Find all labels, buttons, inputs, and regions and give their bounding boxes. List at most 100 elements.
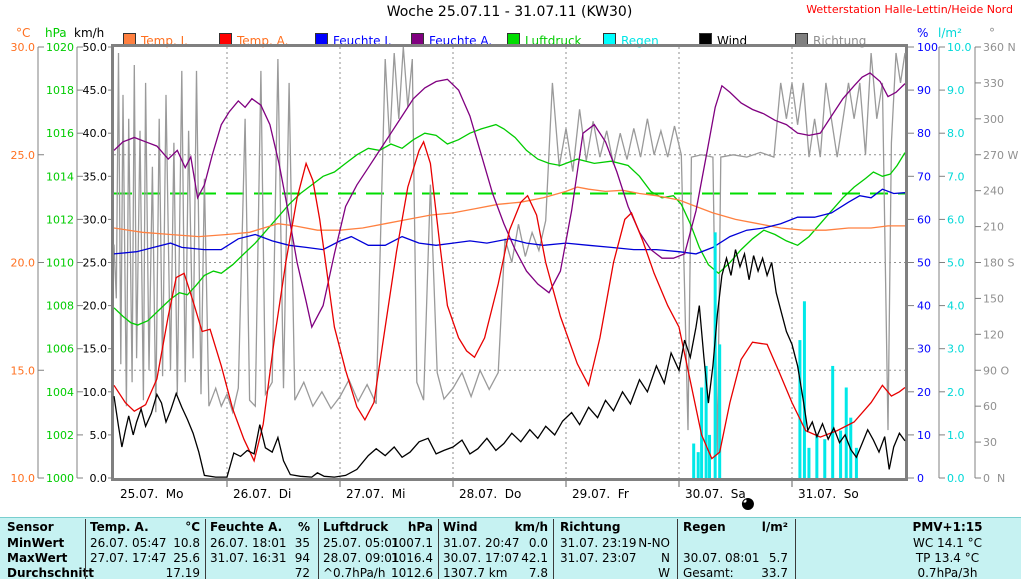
tick-label-kmh: 30.0 <box>83 213 108 226</box>
col-unit: km/h <box>514 520 548 534</box>
moon-phase-icon <box>741 498 754 510</box>
avg-note: ^0.7hPa/h <box>323 566 386 579</box>
avg-value: W <box>658 566 670 579</box>
day-label: 28.07. Do <box>459 487 521 501</box>
tick-label-lm2: 2.0 <box>947 386 965 399</box>
max-value: 25.6 <box>173 551 200 565</box>
weekly-weather-chart: 30.025.020.015.010.010201018101610141012… <box>11 41 1018 510</box>
min-time: 25.07. 05:01 <box>323 536 400 550</box>
max-value: 42.1 <box>521 551 548 565</box>
axis-hpa: 1020 1018 1016 1014 1012 1010 1008 1006 1004 1002… <box>46 41 83 485</box>
tick-label-lm2: 8.0 <box>947 127 965 140</box>
tick-label-lm2: 6.0 <box>947 213 965 226</box>
table-col-richtung: Richtung 31.07. 23:19 N-NO 31.07. 23:07 N … <box>560 518 670 579</box>
table-row-label: Durchschnitt <box>7 566 95 579</box>
tick-label-hpa: 1016 <box>46 127 74 140</box>
day-label: 30.07. Sa <box>685 487 746 501</box>
avg-value: 33.7 <box>761 566 788 579</box>
tick-label-deg: 270 W <box>983 149 1018 162</box>
tick-label-hpa: 1008 <box>46 300 74 313</box>
tick-label-lm2: 0.0 <box>947 472 965 485</box>
tick-label-deg: 360 N <box>983 41 1016 54</box>
avg-value: 1012.6 <box>391 566 433 579</box>
max-time: 30.07. 08:01 <box>683 551 760 565</box>
tick-label-lm2: 10.0 <box>947 41 972 54</box>
tick-label-pct: 30 <box>917 343 931 356</box>
max-value: 94 <box>294 551 310 565</box>
day-label: 26.07. Di <box>233 487 291 501</box>
min-time: 26.07. 18:01 <box>210 536 287 550</box>
plot-frame <box>111 44 908 481</box>
pmv-title: PMV+1:15 <box>912 520 983 534</box>
col-unit: l/m² <box>761 520 788 534</box>
tick-label-pct: 10 <box>917 429 931 442</box>
pmv-block: PMV+1:15 WC 14.1 °C TP 13.4 °C 0.7hPa/3h <box>860 518 1021 579</box>
day-label: 25.07. Mo <box>120 487 184 501</box>
tick-label-lm2: 1.0 <box>947 429 965 442</box>
max-value: 5.7 <box>768 551 788 565</box>
tick-label-celsius: 15.0 <box>11 364 36 377</box>
tick-label-lm2: 7.0 <box>947 170 965 183</box>
tick-label-lm2: 9.0 <box>947 84 965 97</box>
tick-label-kmh: 50.0 <box>83 41 108 54</box>
stats-table: Sensor MinWert MaxWert Durchschnitt Temp… <box>0 517 1021 579</box>
page-title: Woche 25.07.11 - 31.07.11 (KW30) <box>386 4 633 20</box>
table-divider <box>553 519 554 579</box>
tick-label-hpa: 1002 <box>46 429 74 442</box>
max-time: 31.07. 23:07 <box>560 551 637 565</box>
tick-label-kmh: 40.0 <box>83 127 108 140</box>
table-row-label: MaxWert <box>7 551 68 565</box>
x-axis-day-labels: 25.07. Mo 26.07. Di 27.07. Mi 28.07. Do 29.0… <box>120 487 859 501</box>
series-richtung <box>113 46 906 455</box>
tick-label-hpa: 1004 <box>46 386 74 399</box>
unit-kmh-label: km/h <box>74 26 105 40</box>
tick-label-celsius: 10.0 <box>11 472 36 485</box>
tick-label-lm2: 5.0 <box>947 257 965 270</box>
tick-label-pct: 90 <box>917 84 931 97</box>
tick-label-hpa: 1014 <box>46 170 74 183</box>
col-header: Regen <box>683 520 726 534</box>
tick-label-pct: 50 <box>917 257 931 270</box>
tick-label-celsius: 20.0 <box>11 257 36 270</box>
day-label: 31.07. So <box>798 487 859 501</box>
tick-label-kmh: 25.0 <box>83 257 108 270</box>
min-time: 31.07. 23:19 <box>560 536 637 550</box>
table-divider <box>85 519 86 579</box>
col-header: Temp. A. <box>90 520 149 534</box>
max-time: 27.07. 17:47 <box>90 551 167 565</box>
tick-label-deg: 30 <box>983 436 997 449</box>
min-time: 26.07. 05:47 <box>90 536 167 550</box>
tick-label-deg: 90 O <box>983 364 1009 377</box>
tick-label-kmh: 15.0 <box>83 343 108 356</box>
tick-label-hpa: 1018 <box>46 84 74 97</box>
tick-label-hpa: 1010 <box>46 257 74 270</box>
tick-label-pct: 20 <box>917 386 931 399</box>
min-value: 1007.1 <box>391 536 433 550</box>
tick-label-pct: 40 <box>917 300 931 313</box>
tick-label-hpa: 1020 <box>46 41 74 54</box>
col-unit: % <box>297 520 310 534</box>
tick-label-pct: 0 <box>917 472 924 485</box>
tick-label-hpa: 1012 <box>46 213 74 226</box>
tick-label-deg: 120 <box>983 328 1004 341</box>
day-label: 27.07. Mi <box>346 487 405 501</box>
station-name: Wetterstation Halle-Lettin/Heide Nord <box>806 3 1013 16</box>
max-time: 28.07. 09:01 <box>323 551 400 565</box>
table-col-regen: Regen l/m² 30.07. 08:01 5.7 Gesamt: 33.7 <box>683 518 788 579</box>
day-label: 29.07. Fr <box>572 487 629 501</box>
table-col-temp-a: Temp. A. °C 26.07. 05:47 10.8 27.07. 17:47… <box>90 518 200 579</box>
series-wind <box>113 249 906 478</box>
tick-label-lm2: 3.0 <box>947 343 965 356</box>
unit-hpa-label: hPa <box>45 26 67 40</box>
tick-label-kmh: 0.0 <box>90 472 108 485</box>
table-divider <box>318 519 319 579</box>
min-value: 0.0 <box>528 536 548 550</box>
col-unit: hPa <box>407 520 433 534</box>
max-time: 30.07. 17:07 <box>443 551 520 565</box>
series-feuchte-i- <box>113 188 906 255</box>
tick-label-celsius: 25.0 <box>11 149 36 162</box>
avg-value: 7.8 <box>528 566 548 579</box>
tick-label-deg: 60 <box>983 400 997 413</box>
windchill-value: WC 14.1 °C <box>913 536 982 550</box>
